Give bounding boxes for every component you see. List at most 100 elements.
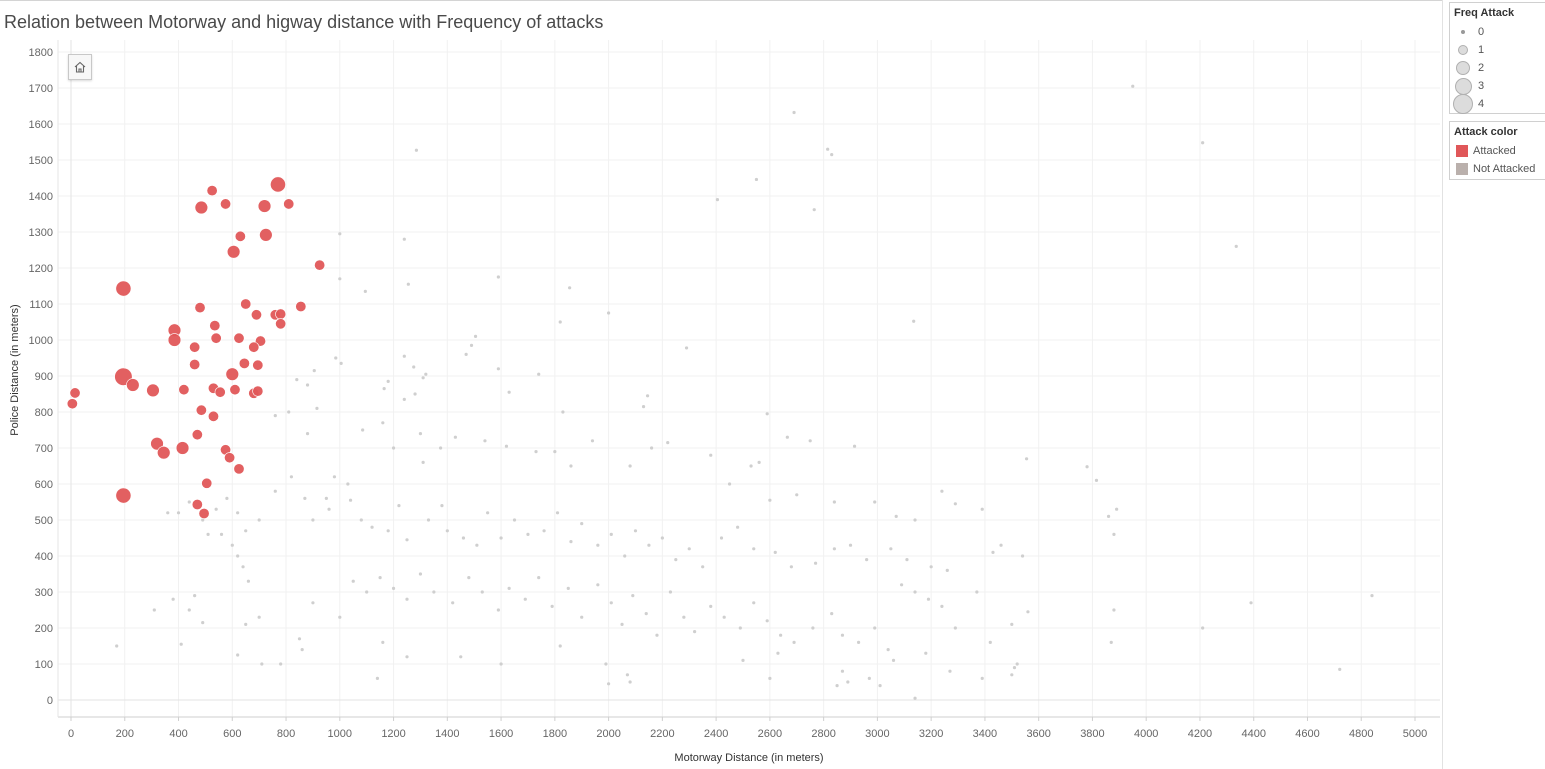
not-attacked-point[interactable] bbox=[980, 676, 984, 681]
not-attacked-point[interactable] bbox=[604, 662, 608, 666]
not-attacked-point[interactable] bbox=[405, 597, 409, 601]
not-attacked-point[interactable] bbox=[338, 277, 342, 281]
color-legend-item[interactable]: Not Attacked bbox=[1450, 160, 1535, 178]
not-attacked-point[interactable] bbox=[701, 565, 705, 569]
not-attacked-point[interactable] bbox=[848, 543, 853, 547]
not-attacked-point[interactable] bbox=[889, 547, 893, 551]
not-attacked-point[interactable] bbox=[1201, 626, 1205, 630]
not-attacked-point[interactable] bbox=[295, 378, 299, 382]
not-attacked-point[interactable] bbox=[381, 640, 385, 645]
not-attacked-point[interactable] bbox=[832, 547, 836, 551]
not-attacked-point[interactable] bbox=[558, 320, 562, 324]
not-attacked-point[interactable] bbox=[580, 522, 584, 526]
not-attacked-point[interactable] bbox=[719, 536, 724, 540]
not-attacked-point[interactable] bbox=[311, 601, 315, 605]
not-attacked-point[interactable] bbox=[647, 543, 651, 547]
not-attacked-point[interactable] bbox=[727, 482, 732, 486]
not-attacked-point[interactable] bbox=[507, 390, 511, 394]
attacked-point[interactable] bbox=[225, 367, 239, 381]
not-attacked-point[interactable] bbox=[1201, 141, 1205, 145]
attacked-point[interactable] bbox=[233, 463, 245, 475]
not-attacked-point[interactable] bbox=[193, 594, 197, 598]
not-attacked-point[interactable] bbox=[115, 644, 119, 648]
not-attacked-point[interactable] bbox=[273, 414, 277, 418]
not-attacked-point[interactable] bbox=[558, 644, 562, 648]
not-attacked-point[interactable] bbox=[550, 604, 554, 609]
not-attacked-point[interactable] bbox=[473, 334, 478, 338]
not-attacked-point[interactable] bbox=[413, 392, 417, 396]
not-attacked-point[interactable] bbox=[418, 432, 423, 436]
not-attacked-point[interactable] bbox=[580, 615, 584, 619]
not-attacked-point[interactable] bbox=[988, 640, 992, 645]
not-attacked-point[interactable] bbox=[687, 547, 691, 551]
not-attacked-point[interactable] bbox=[464, 352, 468, 356]
not-attacked-point[interactable] bbox=[945, 568, 949, 573]
not-attacked-point[interactable] bbox=[1112, 608, 1116, 612]
not-attacked-point[interactable] bbox=[826, 147, 830, 151]
not-attacked-point[interactable] bbox=[1106, 514, 1111, 519]
not-attacked-point[interactable] bbox=[569, 464, 573, 468]
not-attacked-point[interactable] bbox=[633, 529, 638, 533]
attacked-point[interactable] bbox=[248, 341, 260, 353]
attacked-point[interactable] bbox=[233, 332, 245, 344]
not-attacked-point[interactable] bbox=[940, 604, 944, 609]
not-attacked-point[interactable] bbox=[453, 435, 457, 439]
not-attacked-point[interactable] bbox=[1024, 457, 1029, 461]
not-attacked-point[interactable] bbox=[359, 518, 363, 522]
not-attacked-point[interactable] bbox=[776, 651, 780, 655]
not-attacked-point[interactable] bbox=[590, 439, 595, 443]
not-attacked-point[interactable] bbox=[386, 379, 390, 383]
not-attacked-point[interactable] bbox=[913, 696, 917, 700]
not-attacked-point[interactable] bbox=[445, 529, 449, 533]
not-attacked-point[interactable] bbox=[1094, 478, 1099, 482]
not-attacked-point[interactable] bbox=[297, 637, 302, 641]
not-attacked-point[interactable] bbox=[225, 496, 229, 500]
not-attacked-point[interactable] bbox=[332, 475, 337, 479]
attacked-point[interactable] bbox=[206, 185, 218, 197]
attacked-point[interactable] bbox=[126, 378, 140, 392]
not-attacked-point[interactable] bbox=[244, 529, 248, 533]
not-attacked-point[interactable] bbox=[1020, 554, 1025, 558]
attacked-point[interactable] bbox=[167, 333, 182, 347]
not-attacked-point[interactable] bbox=[628, 680, 632, 684]
attacked-point[interactable] bbox=[201, 477, 213, 489]
not-attacked-point[interactable] bbox=[555, 511, 560, 515]
not-attacked-point[interactable] bbox=[752, 547, 756, 551]
attacked-point[interactable] bbox=[66, 398, 78, 410]
not-attacked-point[interactable] bbox=[381, 421, 385, 425]
not-attacked-point[interactable] bbox=[792, 640, 796, 645]
not-attacked-point[interactable] bbox=[432, 590, 436, 594]
attacked-point[interactable] bbox=[69, 387, 81, 399]
not-attacked-point[interactable] bbox=[980, 507, 984, 511]
attacked-point[interactable] bbox=[250, 309, 262, 321]
attacked-point[interactable] bbox=[234, 230, 246, 242]
not-attacked-point[interactable] bbox=[496, 608, 500, 612]
attacked-point[interactable] bbox=[226, 245, 241, 259]
attacked-point[interactable] bbox=[275, 308, 287, 320]
not-attacked-point[interactable] bbox=[402, 237, 406, 241]
not-attacked-point[interactable] bbox=[609, 601, 613, 605]
not-attacked-point[interactable] bbox=[811, 626, 815, 630]
not-attacked-point[interactable] bbox=[991, 550, 995, 555]
attacked-point[interactable] bbox=[175, 441, 190, 455]
size-legend-item[interactable]: 0 bbox=[1450, 23, 1484, 41]
size-legend-item[interactable]: 4 bbox=[1450, 94, 1484, 114]
not-attacked-point[interactable] bbox=[486, 511, 490, 515]
not-attacked-point[interactable] bbox=[386, 529, 390, 533]
not-attacked-point[interactable] bbox=[338, 232, 342, 236]
not-attacked-point[interactable] bbox=[171, 597, 175, 601]
not-attacked-point[interactable] bbox=[835, 684, 839, 688]
not-attacked-point[interactable] bbox=[620, 622, 624, 627]
not-attacked-point[interactable] bbox=[752, 601, 756, 605]
not-attacked-point[interactable] bbox=[596, 583, 600, 587]
not-attacked-point[interactable] bbox=[512, 518, 517, 522]
not-attacked-point[interactable] bbox=[813, 561, 818, 565]
not-attacked-point[interactable] bbox=[439, 446, 443, 450]
attacked-point[interactable] bbox=[252, 359, 264, 371]
attacked-point[interactable] bbox=[259, 228, 273, 242]
not-attacked-point[interactable] bbox=[644, 612, 648, 616]
not-attacked-point[interactable] bbox=[187, 500, 191, 504]
not-attacked-point[interactable] bbox=[631, 594, 635, 598]
attacked-point[interactable] bbox=[191, 429, 203, 441]
not-attacked-point[interactable] bbox=[339, 361, 343, 365]
